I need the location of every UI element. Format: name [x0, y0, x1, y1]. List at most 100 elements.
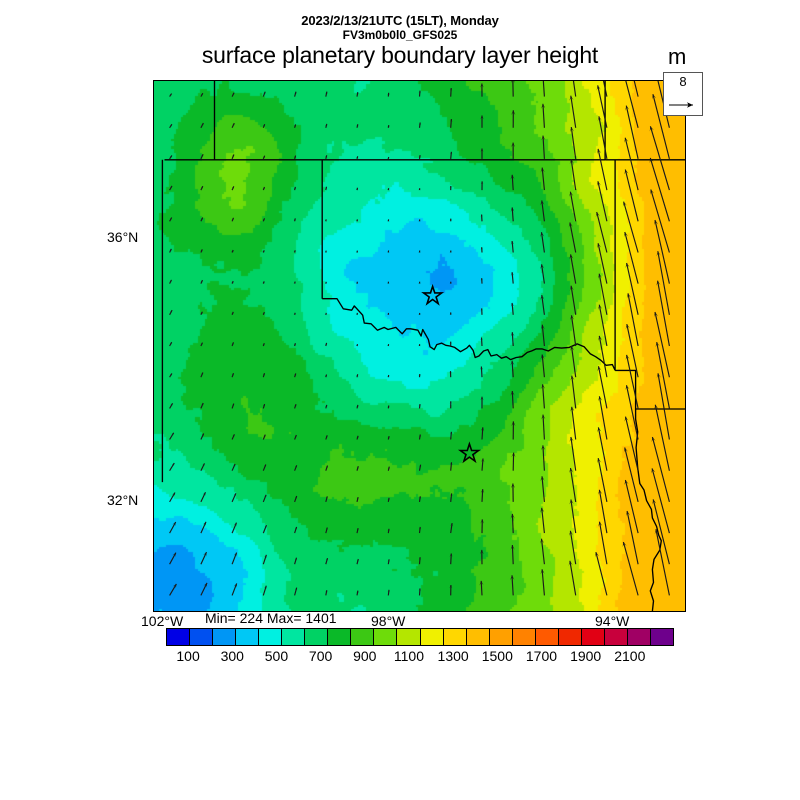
- wind-vector: [510, 544, 515, 565]
- wind-vector: [231, 463, 236, 471]
- wind-vector: [262, 343, 265, 347]
- wind-vector: [231, 122, 235, 129]
- colorbar[interactable]: [166, 628, 674, 646]
- wind-vector: [480, 489, 485, 502]
- colorbar-segment-1: [190, 629, 214, 645]
- wind-vector: [387, 344, 390, 347]
- wind-vector: [656, 373, 670, 440]
- wind-vector: [510, 272, 514, 284]
- colorbar-segment-15: [512, 629, 536, 645]
- wind-vector: [652, 94, 670, 160]
- wind-vector: [541, 414, 546, 440]
- wind-vector: [541, 135, 546, 159]
- wind-vector: [568, 222, 577, 253]
- wind-vector: [569, 467, 577, 502]
- wind-vector: [418, 219, 421, 222]
- wind-vector: [200, 492, 207, 503]
- wind-vector: [480, 247, 483, 253]
- wind-vector: [325, 590, 328, 596]
- wind-vector: [387, 374, 390, 378]
- wind-vector: [169, 552, 177, 565]
- wind-vector: [293, 343, 296, 347]
- wind-vector: [262, 250, 265, 253]
- wind-vector: [418, 250, 421, 253]
- wind-vector: [262, 373, 266, 378]
- wind-vector: [449, 371, 452, 378]
- wind-vector: [169, 492, 176, 503]
- wind-vector: [325, 404, 328, 409]
- wind-vector: [231, 434, 235, 440]
- wind-vector: [570, 406, 577, 440]
- map-plot-area[interactable]: [153, 80, 686, 612]
- wind-vector: [597, 457, 608, 503]
- colorbar-segment-10: [397, 629, 421, 645]
- wind-vector: [231, 522, 238, 534]
- wind-vector: [293, 124, 297, 128]
- colorbar-segment-2: [213, 629, 237, 645]
- wind-vector: [262, 91, 266, 97]
- wind-vector: [169, 185, 173, 191]
- wind-vector: [387, 497, 390, 503]
- wind-vector: [169, 403, 174, 409]
- wind-vector: [169, 217, 173, 222]
- wind-vector: [324, 281, 327, 285]
- colorbar-segment-4: [259, 629, 283, 645]
- wind-vector: [542, 81, 545, 97]
- wind-vector: [200, 154, 204, 160]
- wind-vector: [449, 341, 452, 346]
- station-star-north-icon: [421, 283, 445, 306]
- wind-vector: [569, 191, 577, 222]
- wind-vector: [569, 530, 577, 565]
- wind-vector: [387, 156, 390, 160]
- wind-vector: [356, 156, 359, 160]
- wind-vector: [540, 232, 545, 253]
- wind-vector: [510, 332, 515, 347]
- wind-vector: [480, 427, 485, 440]
- axis-label-lon-98: 98°W: [371, 613, 406, 629]
- wind-vector: [598, 335, 608, 378]
- colorbar-tick-1100: 1100: [393, 648, 425, 664]
- wind-vector: [200, 463, 206, 471]
- wind-vector: [596, 181, 608, 222]
- station-star-south-icon: [457, 441, 481, 464]
- wind-vector: [595, 551, 608, 596]
- wind-vector: [540, 538, 545, 565]
- wind-vector: [387, 589, 390, 596]
- wind-vector: [480, 148, 484, 159]
- wind-vector: [622, 201, 639, 253]
- wind-vector: [625, 323, 639, 378]
- wind-vector: [418, 281, 421, 285]
- wind-vector: [449, 250, 452, 253]
- wind-vector: [262, 434, 266, 440]
- wind-vector: [387, 124, 390, 128]
- wind-vector: [449, 584, 453, 596]
- wind-vector: [624, 137, 639, 191]
- colorbar-segment-21: [650, 629, 674, 645]
- wind-vector: [510, 302, 515, 315]
- wind-vector: [231, 493, 237, 503]
- wind-vector: [598, 396, 608, 440]
- wind-vector: [450, 151, 453, 159]
- wind-vector: [418, 557, 421, 565]
- wind-vector: [540, 200, 545, 222]
- colorbar-segments: [166, 628, 674, 646]
- wind-vector: [450, 523, 454, 534]
- wind-vector: [625, 354, 639, 409]
- wind-vector: [418, 434, 421, 440]
- wind-vector: [294, 404, 297, 409]
- wind-vector: [480, 396, 484, 409]
- wind-vector: [624, 169, 639, 222]
- wind-vector: [625, 262, 639, 315]
- wind-vector: [231, 583, 238, 596]
- wind-vector: [569, 95, 577, 128]
- wind-vector: [653, 311, 670, 378]
- colorbar-tick-1500: 1500: [481, 648, 513, 664]
- wind-vector: [449, 312, 452, 315]
- wind-vector: [356, 496, 359, 503]
- wind-vector: [418, 188, 421, 191]
- wind-vector: [200, 433, 205, 440]
- wind-vector: [481, 458, 485, 471]
- colorbar-tick-1300: 1300: [437, 648, 469, 664]
- wind-vector: [568, 560, 577, 596]
- wind-vector: [418, 122, 421, 128]
